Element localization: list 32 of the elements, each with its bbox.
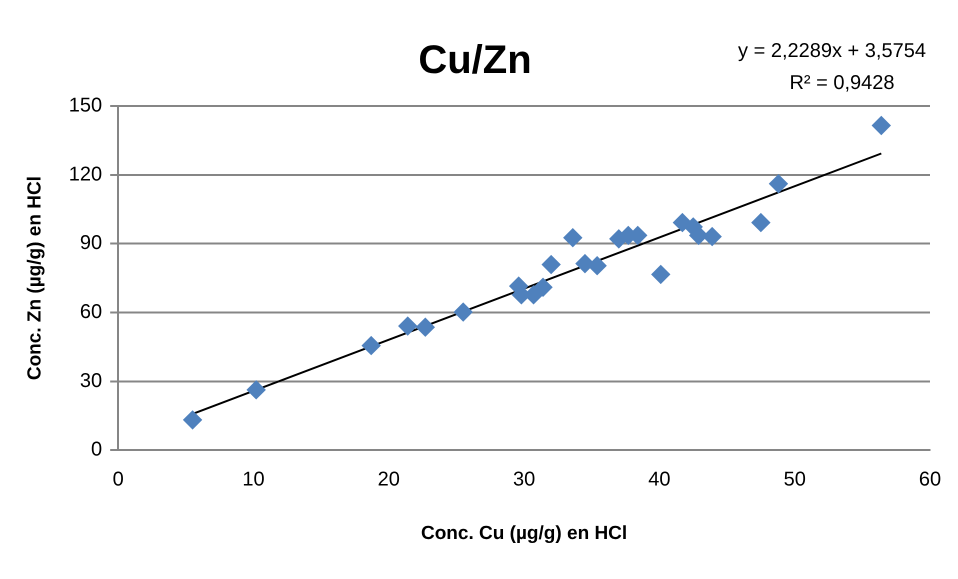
- y-tick-label: 150: [68, 94, 102, 117]
- y-tick-label: 60: [80, 301, 102, 324]
- point: [563, 228, 582, 248]
- point: [702, 227, 722, 246]
- y-tick-label: 30: [80, 370, 102, 392]
- y-tick-label: 0: [91, 438, 102, 461]
- point: [751, 213, 770, 232]
- point: [398, 316, 418, 336]
- chart-title: Cu/Zn: [418, 38, 532, 82]
- point: [768, 174, 788, 194]
- x-tick-label: 40: [648, 468, 671, 491]
- x-tick-label: 60: [918, 468, 942, 491]
- point: [362, 336, 381, 356]
- x-tick-label: 30: [512, 468, 536, 491]
- y-axis-title: Conc. Zn (µg/g) en HCl: [24, 176, 46, 380]
- y-tick-label: 90: [80, 232, 102, 254]
- point: [542, 255, 561, 274]
- point: [872, 116, 891, 136]
- x-tick-label: 20: [378, 468, 400, 491]
- x-axis-title: Conc. Cu (µg/g) en HCl: [420, 522, 628, 544]
- point: [534, 278, 553, 297]
- x-tick-label: 10: [242, 468, 265, 491]
- point: [246, 380, 266, 400]
- x-tick-label: 50: [784, 468, 806, 491]
- y-tick-label: 120: [68, 163, 102, 186]
- point: [454, 302, 473, 322]
- x-tick-label: 0: [112, 468, 124, 491]
- point: [651, 264, 670, 284]
- point: [183, 410, 202, 430]
- text: R² = 0,9428: [789, 72, 895, 94]
- text: y = 2,2289x + 3,5754: [738, 40, 926, 62]
- point: [416, 318, 435, 337]
